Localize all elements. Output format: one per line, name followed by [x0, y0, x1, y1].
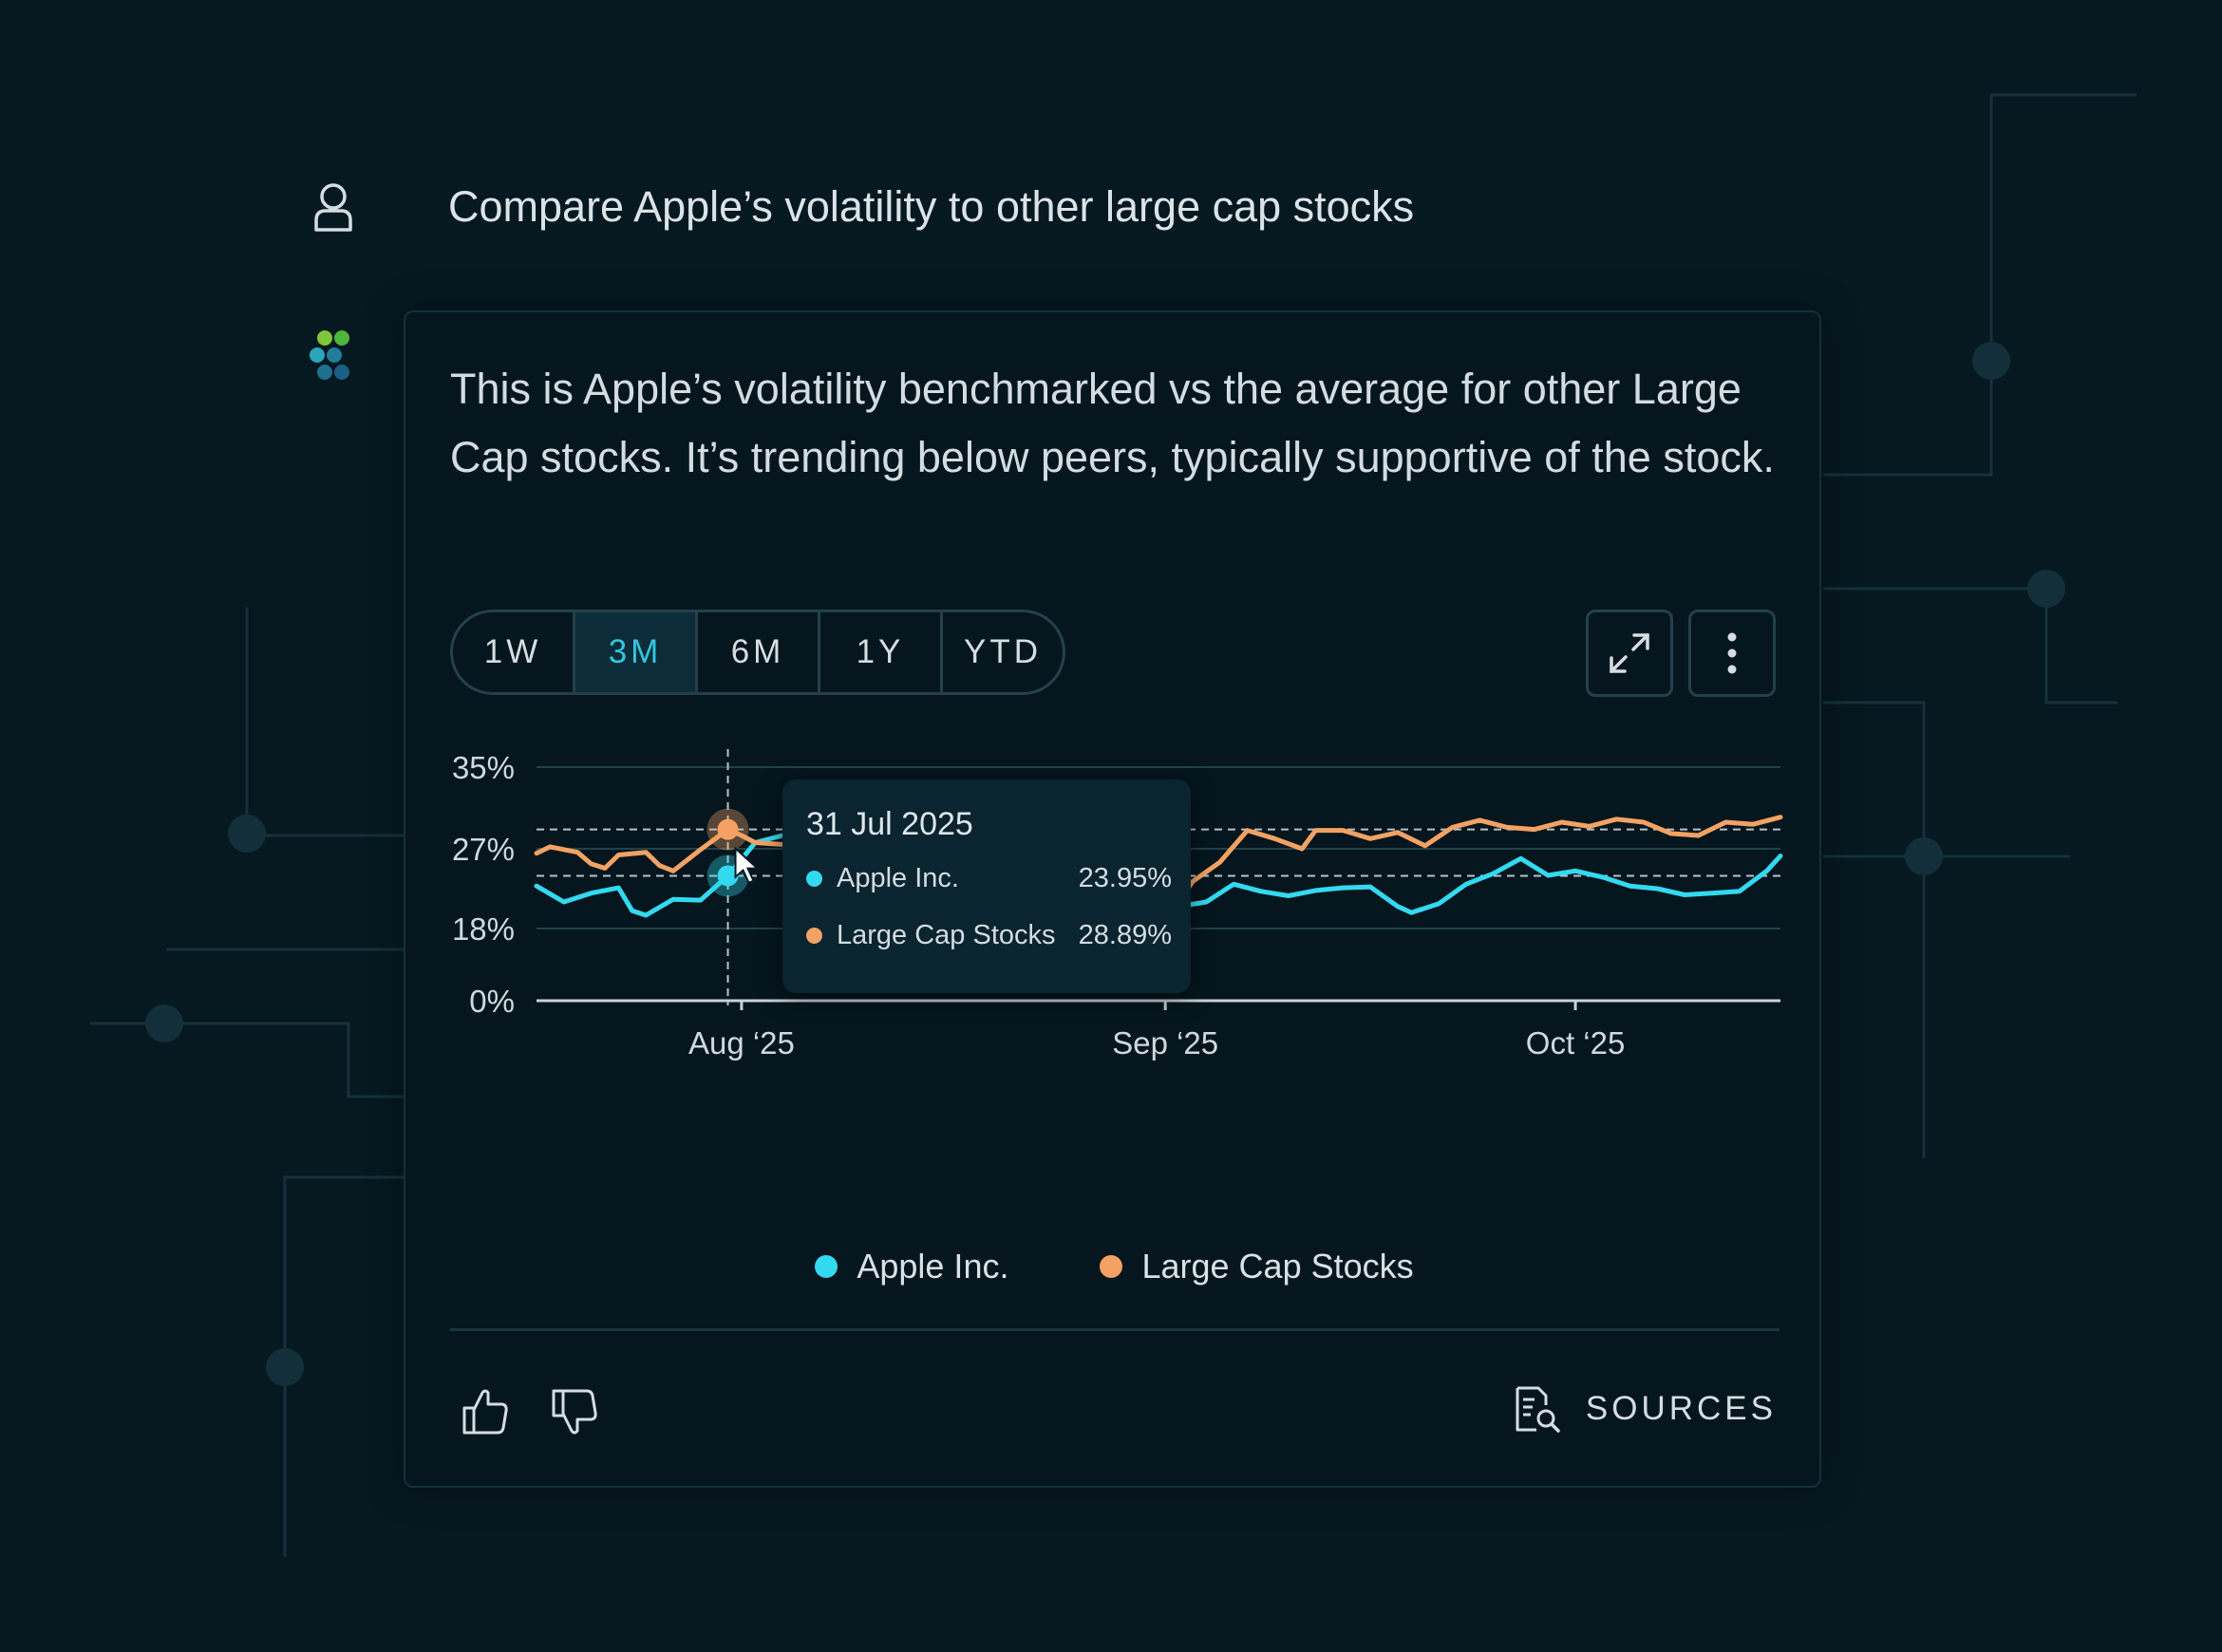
legend-large-cap-dot [1100, 1255, 1123, 1278]
footer-divider [450, 1328, 1779, 1331]
legend-apple-label: Apple Inc. [857, 1247, 1009, 1286]
more-options-button[interactable] [1688, 610, 1776, 697]
thumbs-down-icon[interactable] [548, 1385, 601, 1438]
expand-icon [1610, 633, 1649, 673]
sources-label: SOURCES [1585, 1390, 1777, 1427]
y-tick-label: 0% [469, 984, 515, 1019]
expand-button[interactable] [1586, 610, 1673, 697]
tooltip-date: 31 Jul 2025 [806, 806, 973, 842]
volatility-line-chart: 35% 27% 18% 0% Aug ‘25 Sep ‘25 Oct ‘25 [452, 749, 1783, 1061]
tooltip-apple-dot [806, 871, 822, 887]
highlight-point-apple [717, 865, 739, 887]
range-tab-3m[interactable]: 3M [575, 612, 698, 692]
x-tick-label: Aug ‘25 [688, 1025, 795, 1061]
legend-item-large-cap[interactable]: Large Cap Stocks [1100, 1238, 1414, 1295]
y-tick-label: 35% [452, 750, 515, 785]
series-line-apple [534, 833, 1783, 918]
tooltip-apple-name: Apple Inc. [837, 863, 959, 893]
time-range-selector: 1W 3M 6M 1Y YTD [450, 610, 1065, 695]
legend-apple-dot [815, 1255, 838, 1278]
legend-item-apple[interactable]: Apple Inc. [815, 1238, 1008, 1295]
assistant-answer-text: This is Apple’s volatility benchmarked v… [450, 365, 1775, 481]
thumbs-up-icon[interactable] [459, 1385, 512, 1438]
tooltip-apple-value: 23.95% [1078, 863, 1172, 893]
assistant-response-card: This is Apple’s volatility benchmarked v… [404, 310, 1821, 1488]
range-tab-1w[interactable]: 1W [453, 612, 575, 692]
legend-large-cap-label: Large Cap Stocks [1141, 1247, 1414, 1286]
sources-button[interactable]: SOURCES [1514, 1380, 1777, 1437]
range-tab-1y[interactable]: 1Y [820, 612, 943, 692]
user-query-text: Compare Apple’s volatility to other larg… [448, 182, 1415, 231]
chart-tooltip: 31 Jul 2025 Apple Inc. 23.95% Large Cap … [782, 779, 1191, 993]
tooltip-large-cap-dot [806, 928, 822, 944]
tooltip-row-large-cap: Large Cap Stocks 28.89% [806, 920, 1172, 951]
user-icon [314, 183, 352, 232]
highlight-point-large-cap [717, 818, 739, 840]
assistant-logo-icon [310, 330, 349, 380]
range-tab-6m[interactable]: 6M [698, 612, 820, 692]
range-tab-ytd[interactable]: YTD [964, 633, 1042, 670]
y-tick-label: 18% [452, 911, 515, 947]
cursor-icon [734, 846, 761, 884]
tooltip-large-cap-value: 28.89% [1078, 920, 1172, 950]
y-tick-label: 27% [452, 832, 515, 867]
chart-legend: Apple Inc. Large Cap Stocks [405, 1238, 1823, 1295]
sources-icon [1516, 1386, 1560, 1433]
x-tick-label: Oct ‘25 [1526, 1025, 1626, 1061]
tooltip-row-apple: Apple Inc. 23.95% [806, 863, 1172, 894]
more-vertical-icon [1727, 632, 1737, 674]
x-tick-label: Sep ‘25 [1112, 1025, 1218, 1061]
series-line-large-cap [534, 815, 1783, 907]
tooltip-large-cap-name: Large Cap Stocks [837, 920, 1056, 950]
